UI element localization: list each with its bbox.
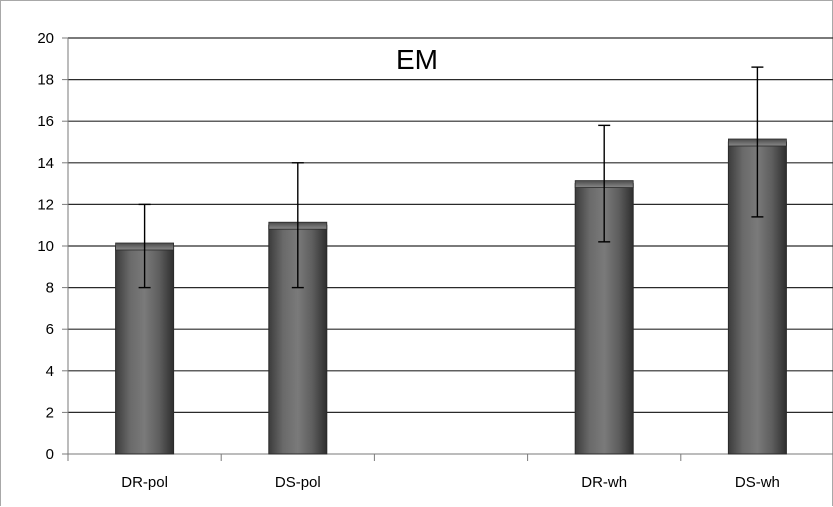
bars	[115, 138, 787, 455]
chart-title: EM	[396, 44, 438, 75]
gridlines	[68, 37, 833, 413]
y-tick-label: 14	[37, 155, 54, 172]
y-tick-label: 20	[37, 30, 54, 47]
y-tick-label: 12	[37, 196, 54, 213]
error-bars	[138, 66, 764, 289]
x-tick-label: DR-pol	[121, 474, 168, 491]
y-tick-label: 8	[46, 280, 54, 297]
y-tick-labels: 0 2 4 6 8 10 12 14 16 18 20	[37, 30, 54, 463]
y-tick-label: 16	[37, 113, 54, 130]
y-tick-label: 6	[46, 321, 54, 338]
y-tick-label: 0	[46, 446, 54, 463]
axes	[62, 37, 833, 461]
x-tick-label: DS-wh	[735, 474, 780, 491]
y-tick-label: 10	[37, 238, 54, 255]
x-tick-label: DR-wh	[581, 474, 627, 491]
y-tick-label: 18	[37, 72, 54, 89]
x-tick-label: DS-pol	[275, 474, 321, 491]
x-tick-labels: DR-pol DS-pol DR-wh DS-wh	[121, 474, 780, 491]
y-tick-label: 4	[46, 363, 54, 380]
y-tick-label: 2	[46, 404, 54, 421]
